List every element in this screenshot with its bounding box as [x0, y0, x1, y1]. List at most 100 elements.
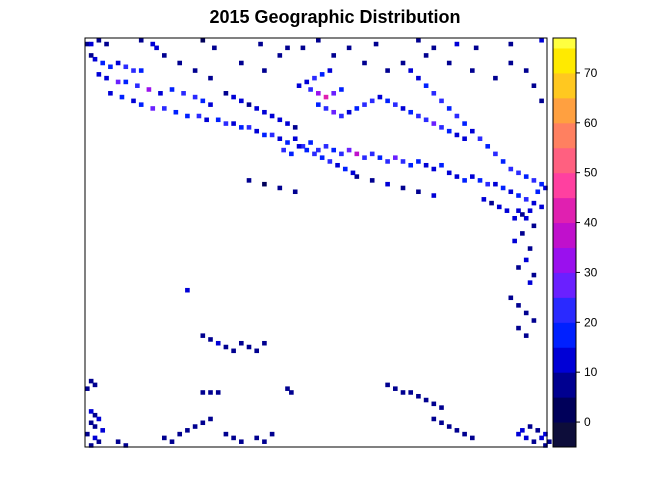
heat-cell	[239, 340, 244, 346]
colorbar-bin	[553, 72, 576, 99]
heat-cell	[123, 443, 129, 448]
heat-cell	[543, 431, 548, 437]
heat-cell	[292, 189, 298, 195]
heat-cell	[208, 337, 213, 342]
heat-cell	[85, 386, 90, 391]
heat-cell	[523, 215, 529, 221]
chart-title: 2015 Geographic Distribution	[209, 7, 460, 27]
heat-cell	[400, 390, 406, 395]
heat-cell	[454, 174, 460, 179]
heat-cell	[319, 155, 325, 160]
heat-cell	[527, 424, 533, 429]
heat-cell	[231, 348, 236, 354]
heat-cell	[431, 91, 437, 96]
heat-cell	[446, 170, 452, 176]
heat-cell	[350, 170, 356, 176]
heat-cell	[423, 53, 429, 58]
colorbar-bin	[553, 397, 576, 423]
heat-cell	[431, 166, 437, 172]
colorbar-tick-label: 10	[584, 365, 598, 379]
heat-cell	[339, 87, 344, 92]
heat-cell	[88, 378, 94, 384]
colorbar-bin	[553, 322, 576, 348]
heat-cell	[96, 416, 102, 422]
heat-cell	[481, 197, 487, 202]
heat-cell	[323, 94, 329, 100]
heat-cell	[339, 151, 344, 157]
heat-cell	[339, 113, 344, 119]
heat-cell	[439, 98, 444, 104]
heat-cell	[88, 409, 94, 414]
heat-cell	[92, 56, 98, 62]
heat-cell	[92, 412, 98, 418]
heat-cell	[223, 121, 229, 126]
heat-cell	[212, 45, 217, 51]
heat-cell	[254, 435, 260, 441]
colorbar-bin	[553, 247, 576, 273]
heat-cell	[108, 91, 113, 96]
heat-cell	[362, 102, 367, 107]
heat-cell	[527, 208, 533, 213]
heat-cell	[285, 386, 290, 391]
heat-cell	[408, 68, 414, 73]
colorbar-bin	[553, 272, 576, 298]
heat-cell	[446, 128, 452, 134]
heat-cell	[96, 72, 102, 77]
heat-cell	[316, 147, 321, 153]
heat-cell	[416, 189, 421, 195]
heat-cell	[319, 72, 325, 77]
heat-cell	[254, 106, 260, 111]
heat-cell	[531, 178, 537, 183]
heat-cell	[346, 45, 352, 51]
heat-cell	[281, 147, 286, 153]
heat-cell	[331, 91, 337, 96]
heat-cell	[416, 113, 421, 119]
heat-cell	[208, 390, 213, 395]
heat-cell	[516, 303, 521, 308]
heat-cell	[531, 318, 537, 323]
heat-cell	[239, 125, 244, 130]
heat-cell	[508, 166, 514, 172]
heat-cell	[523, 174, 529, 179]
heat-cell	[285, 45, 290, 51]
heat-cell	[108, 64, 113, 70]
heat-cell	[547, 439, 552, 444]
heat-cell	[539, 204, 544, 210]
heat-cell	[239, 439, 244, 444]
heat-cell	[508, 295, 514, 301]
heat-cell	[123, 79, 129, 85]
heat-cell	[535, 428, 541, 433]
heatmap-cells	[85, 38, 552, 448]
heat-cell	[223, 431, 229, 437]
heat-cell	[246, 344, 252, 350]
heat-cell	[354, 174, 360, 179]
colorbar-tick-label: 70	[584, 66, 598, 80]
heat-cell	[454, 41, 460, 47]
heat-cell	[504, 208, 510, 213]
heat-cell	[204, 117, 209, 123]
colorbar-tick-label: 30	[584, 265, 598, 279]
heat-cell	[316, 91, 321, 96]
colorbar-bin	[553, 147, 576, 174]
heat-cell	[408, 162, 414, 168]
heat-cell	[400, 106, 406, 111]
heat-cell	[385, 159, 390, 164]
heat-cell	[246, 125, 252, 130]
heat-cell	[304, 79, 310, 85]
heat-cell	[516, 170, 521, 176]
colorbar-tick-label: 40	[584, 216, 598, 230]
heat-cell	[516, 265, 521, 270]
heat-cell	[292, 125, 298, 130]
heat-cell	[169, 439, 175, 444]
heat-cell	[100, 428, 106, 433]
colorbar-bin	[553, 172, 576, 199]
heat-cell	[342, 166, 348, 172]
heat-cell	[115, 60, 121, 66]
heat-cell	[185, 113, 190, 119]
heat-cell	[208, 102, 213, 107]
colorbar-bin	[553, 372, 576, 398]
heat-cell	[85, 41, 90, 47]
heat-cell	[520, 231, 525, 236]
heat-cell	[96, 38, 102, 43]
heat-cell	[192, 94, 198, 100]
